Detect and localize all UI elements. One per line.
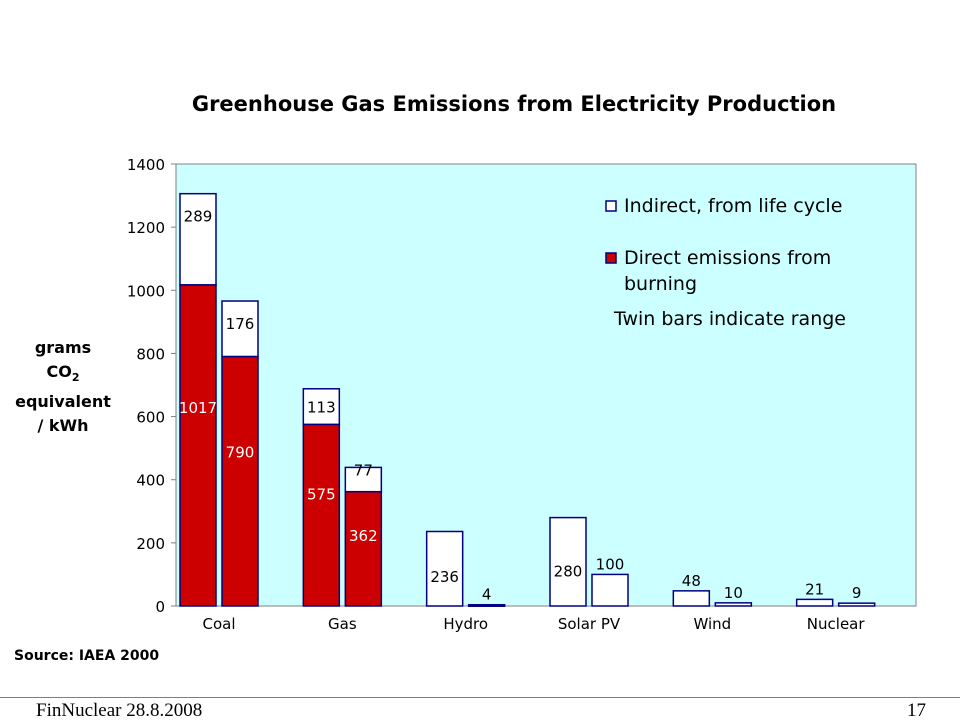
legend-label-direct-line2: burning bbox=[624, 273, 697, 295]
bar-segment-direct bbox=[344, 490, 383, 607]
data-label-indirect: 21 bbox=[805, 580, 824, 598]
x-axis: Coal Gas Hydro Solar PV Wind Nuclear bbox=[202, 615, 865, 633]
legend-swatch-indirect bbox=[605, 200, 617, 212]
y-axis-label: grams CO2 equivalent / kWh bbox=[4, 336, 122, 438]
x-tick-label: Coal bbox=[202, 615, 235, 633]
y-axis-label-line1: grams bbox=[34, 338, 92, 357]
bar-segment-indirect bbox=[837, 602, 876, 607]
bar-segment-direct bbox=[302, 423, 341, 607]
plot-area bbox=[175, 163, 917, 607]
bar-coal-2: 790 176 bbox=[221, 300, 259, 607]
data-label-indirect: 9 bbox=[852, 584, 862, 602]
bar-gas-1: 575 113 bbox=[302, 388, 341, 607]
data-label-direct: 1017 bbox=[179, 399, 217, 417]
bar-segment-indirect bbox=[549, 516, 587, 607]
x-tick-label: Hydro bbox=[443, 615, 488, 633]
y-axis-label-sub: 2 bbox=[71, 371, 80, 385]
bar-segment-direct bbox=[179, 284, 217, 607]
y-tick-label: 400 bbox=[136, 472, 165, 490]
bar-segment-indirect bbox=[179, 192, 217, 286]
data-label-indirect: 4 bbox=[482, 586, 492, 604]
data-label-indirect: 113 bbox=[307, 399, 336, 417]
bar-gas-2: 362 77 bbox=[344, 461, 383, 607]
bar-segment-indirect bbox=[344, 466, 383, 493]
bar-segment-indirect bbox=[714, 602, 753, 607]
bar-wind-1: 48 bbox=[672, 572, 711, 607]
y-axis-label-line3: equivalent bbox=[15, 392, 111, 412]
y-tick-label: 1000 bbox=[127, 282, 165, 300]
bar-segment-indirect bbox=[425, 530, 464, 607]
y-tick-label: 800 bbox=[136, 345, 165, 363]
bar-hydro-1: 236 bbox=[425, 530, 464, 607]
data-label-direct: 575 bbox=[307, 485, 336, 503]
bar-segment-indirect bbox=[591, 573, 629, 607]
data-label-indirect: 280 bbox=[554, 563, 583, 581]
page-number: 17 bbox=[907, 700, 926, 721]
footer-text: FinNuclear 28.8.2008 bbox=[36, 700, 203, 721]
bar-nuclear-1: 21 bbox=[795, 580, 834, 607]
y-tick-label: 0 bbox=[155, 598, 165, 616]
data-label-indirect: 289 bbox=[184, 208, 213, 226]
data-label-indirect: 236 bbox=[430, 568, 459, 586]
bar-solar-pv-1: 280 bbox=[549, 516, 587, 607]
legend-label-direct-line1: Direct emissions from bbox=[624, 247, 831, 269]
y-axis: 0 200 400 600 800 1000 1200 1400 bbox=[127, 156, 177, 616]
bar-coal-1: 1017 289 bbox=[179, 192, 217, 607]
bar-segment-indirect bbox=[467, 603, 506, 607]
data-label-indirect: 48 bbox=[682, 572, 701, 590]
data-label-direct: 362 bbox=[349, 527, 378, 545]
data-label-indirect: 176 bbox=[226, 315, 255, 333]
legend-label-indirect: Indirect, from life cycle bbox=[624, 195, 842, 217]
y-tick-label: 1400 bbox=[127, 156, 165, 174]
chart: Greenhouse Gas Emissions from Electricit… bbox=[127, 92, 917, 633]
bar-nuclear-2: 9 bbox=[837, 584, 876, 607]
data-label-direct: 790 bbox=[226, 443, 255, 461]
bar-segment-indirect bbox=[795, 598, 834, 607]
bar-wind-2: 10 bbox=[714, 584, 753, 607]
data-label-indirect: 100 bbox=[596, 555, 625, 573]
y-tick-label: 1200 bbox=[127, 219, 165, 237]
legend: Indirect, from life cycle Direct emissio… bbox=[605, 195, 846, 330]
y-axis-label-co: CO bbox=[46, 362, 72, 381]
y-tick-label: 600 bbox=[136, 409, 165, 427]
bar-solar-pv-2: 100 bbox=[591, 555, 629, 607]
source-note: Source: IAEA 2000 bbox=[14, 648, 160, 664]
bar-hydro-2: 4 bbox=[467, 586, 506, 607]
bars: 1017 289 790 176 575 113 362 77 236 4 280 100 48 10 21… bbox=[179, 192, 876, 607]
data-label-indirect: 77 bbox=[354, 461, 373, 479]
legend-swatch-direct bbox=[605, 252, 617, 264]
y-axis-label-line2: CO2 bbox=[4, 360, 122, 390]
x-tick-label: Wind bbox=[693, 615, 731, 633]
footer-divider bbox=[0, 697, 960, 698]
bar-segment-direct bbox=[221, 355, 259, 607]
x-tick-label: Nuclear bbox=[807, 615, 866, 633]
y-tick-label: 200 bbox=[136, 535, 165, 553]
chart-title: Greenhouse Gas Emissions from Electricit… bbox=[192, 92, 836, 116]
legend-note: Twin bars indicate range bbox=[613, 308, 846, 330]
x-tick-label: Solar PV bbox=[558, 615, 621, 633]
x-tick-label: Gas bbox=[328, 615, 357, 633]
y-axis-label-line4: / kWh bbox=[37, 416, 89, 436]
bar-segment-indirect bbox=[672, 590, 711, 607]
bar-segment-indirect bbox=[221, 300, 259, 358]
data-label-indirect: 10 bbox=[724, 584, 743, 602]
